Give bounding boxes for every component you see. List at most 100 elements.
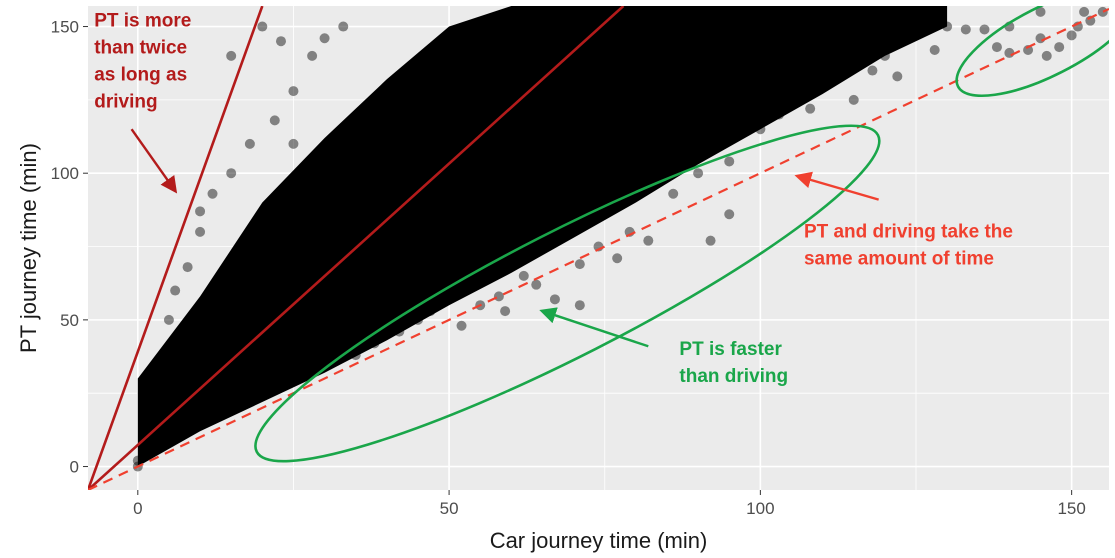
scatter-point [151, 358, 162, 369]
scatter-point [319, 33, 330, 44]
scatter-point [1004, 47, 1015, 58]
scatter-point [500, 306, 511, 317]
scatter-point [661, 109, 672, 120]
scatter-point [338, 21, 349, 32]
scatter-point [207, 188, 218, 199]
scatter-point [369, 338, 380, 349]
same-time-annotation-line: same amount of time [804, 249, 994, 270]
scatter-point [244, 138, 255, 149]
annotation-arrows [130, 128, 879, 348]
scatter-point [226, 50, 237, 61]
scatter-point [668, 188, 679, 199]
scatter-point [170, 285, 181, 296]
y-tick-label: 50 [60, 311, 79, 330]
scatter-point [549, 294, 560, 305]
scatter-point [257, 21, 268, 32]
scatter-point [643, 235, 654, 246]
scatter-point [755, 50, 766, 61]
scatter-point [574, 300, 585, 311]
scatter-point [929, 45, 940, 55]
faster-annotation-line: PT is faster [679, 339, 782, 360]
scatter-point [817, 21, 828, 32]
scatter-point [960, 24, 971, 35]
x-tick-label: 0 [133, 499, 142, 518]
scatter-point [724, 156, 735, 167]
annotation-texts: PT is more than twice as long as driving PT … [94, 11, 1013, 388]
x-tick-label: 50 [440, 499, 459, 518]
scatter-point [1066, 30, 1077, 41]
scatter-point [531, 279, 542, 290]
scatter-point [848, 36, 859, 47]
scatter-point [350, 350, 361, 361]
scatter-point [1041, 50, 1052, 61]
scatter-point [1097, 6, 1108, 17]
scatter-point [817, 80, 828, 91]
scatter-point [574, 259, 585, 270]
twice-line-right [88, 6, 625, 490]
x-tick-label: 150 [1057, 499, 1085, 518]
scatter-point [911, 27, 922, 38]
reference-lines [88, 6, 1109, 490]
scatter-point [275, 36, 286, 47]
scatter-point [774, 109, 785, 120]
y-tick-label: 150 [51, 18, 79, 37]
scatter-point [145, 379, 156, 390]
scatter-point [1023, 45, 1034, 55]
x-axis-title: Car journey time (min) [490, 528, 708, 553]
highlight-ellipses [254, 6, 1109, 463]
scatter-point [848, 94, 859, 105]
twice-arrow [130, 128, 178, 194]
twice-line-left [88, 6, 264, 490]
twice-annotation-line: PT is more [94, 11, 191, 32]
y-tick-label: 100 [51, 164, 79, 183]
scatter-point [724, 21, 735, 32]
scatter-point [518, 270, 529, 281]
y-tick-label: 0 [70, 458, 79, 477]
faster-ellipse [254, 124, 881, 463]
scatter-point [269, 115, 280, 126]
same-time-annotation-line: PT and driving take the [804, 222, 1013, 243]
scatter-point [456, 320, 467, 331]
scatter-point [493, 291, 504, 302]
scatter-point [892, 71, 903, 82]
scatter-point [867, 65, 878, 76]
twice-annotation-line: as long as [94, 65, 187, 86]
scatter-point [830, 59, 841, 70]
scatter-point [693, 21, 704, 32]
faster-arrow [539, 307, 649, 348]
scatter-point [139, 449, 150, 460]
scatter-point [1035, 6, 1046, 17]
scatter-points [132, 6, 1108, 472]
top-right-ellipse [955, 6, 1109, 98]
scatter-point [991, 42, 1002, 53]
scatter-point [786, 80, 797, 91]
same-time-annotation: PT and driving take the same amount of ti… [804, 222, 1013, 270]
twice-annotation-line: driving [94, 92, 157, 113]
data-layer [88, 6, 1109, 490]
scatter-point [226, 168, 237, 179]
scatter-point [288, 86, 299, 97]
equal-time-line [88, 7, 1109, 490]
twice-annotation-line: than twice [94, 38, 187, 59]
scatter-point [425, 306, 436, 317]
scatter-point [412, 314, 423, 325]
scatter-point [195, 226, 206, 237]
scatter-point [879, 50, 890, 61]
scatter-point [612, 253, 623, 264]
scatter-point [195, 206, 206, 217]
x-axis-ticks: 0 50 100 150 [133, 490, 1086, 518]
y-axis-ticks: 0 50 100 150 [51, 18, 88, 477]
same-time-arrow [794, 171, 879, 201]
scatter-point [182, 262, 193, 273]
scatter-point [979, 24, 990, 35]
scatter-point [288, 138, 299, 149]
scatter-point [394, 326, 405, 337]
scatter-point [307, 50, 318, 61]
scatter-point [755, 124, 766, 135]
scatter-point [693, 168, 704, 179]
faster-annotation: PT is faster than driving [679, 339, 788, 387]
scatter-point [724, 209, 735, 220]
scatter-point [705, 235, 716, 246]
scatter-point [132, 455, 143, 466]
